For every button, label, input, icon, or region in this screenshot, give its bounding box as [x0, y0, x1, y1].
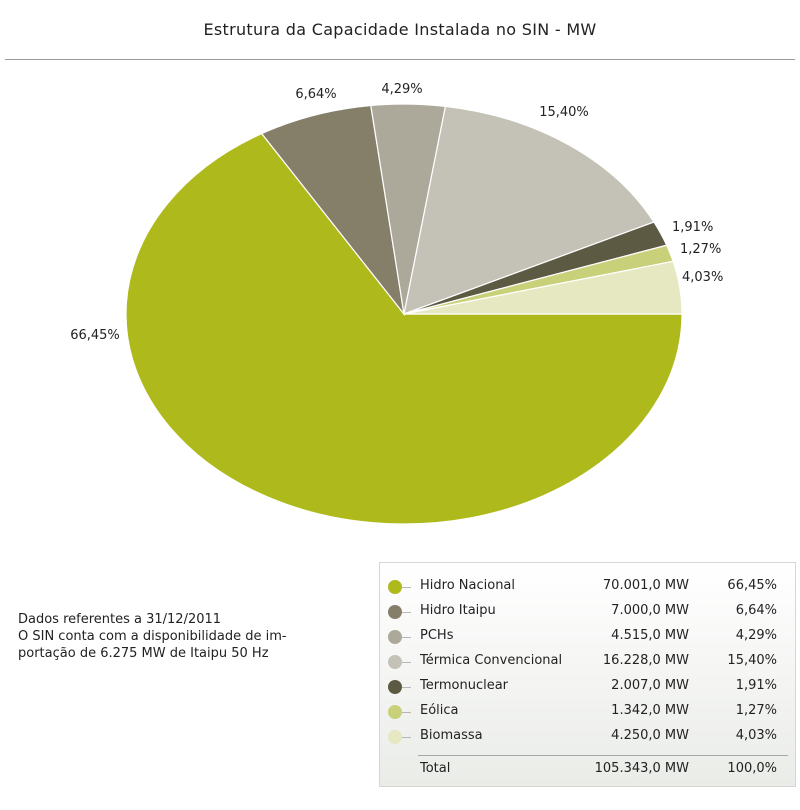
legend-percent: 1,91%: [735, 678, 777, 693]
legend-row: Biomassa 4.250,0 MW 4,03%: [380, 725, 795, 750]
legend-total-percent: 100,0%: [727, 761, 777, 776]
legend-percent: 6,64%: [735, 603, 777, 618]
legend-swatch: [388, 655, 402, 669]
legend-table: Hidro Nacional 70.001,0 MW 66,45% Hidro …: [379, 562, 796, 787]
pie-label-5: 1,91%: [672, 220, 713, 235]
legend-total-value: 105.343,0 MW: [594, 761, 689, 776]
pie-label-7: 4,03%: [682, 270, 723, 285]
footnote: Dados referentes a 31/12/2011 O SIN cont…: [18, 611, 338, 662]
legend-total-label: Total: [420, 761, 451, 776]
legend-total-divider: [418, 755, 788, 756]
legend-value: 4.515,0 MW: [611, 628, 689, 643]
pie-slice-2: [260, 104, 405, 317]
footnote-line-3: portação de 6.275 MW de Itaipu 50 Hz: [18, 646, 269, 661]
legend-connector: [402, 587, 411, 588]
legend-label: Termonuclear: [420, 678, 509, 693]
legend-percent: 15,40%: [727, 653, 777, 668]
pie-chart: 66,45% 6,64% 4,29% 15,40% 1,91% 1,27% 4,03%: [70, 82, 723, 525]
legend-value: 16.228,0 MW: [602, 653, 689, 668]
footnote-line-1: Dados referentes a 31/12/2011: [18, 612, 222, 627]
legend-value: 7.000,0 MW: [611, 603, 689, 618]
legend-swatch: [388, 730, 402, 744]
legend-percent: 66,45%: [727, 578, 777, 593]
legend-row: PCHs 4.515,0 MW 4,29%: [380, 625, 795, 650]
legend-swatch: [388, 630, 402, 644]
pie-slices: [125, 103, 683, 525]
legend-total-row: Total 105.343,0 MW 100,0%: [380, 758, 795, 783]
legend-value: 2.007,0 MW: [611, 678, 689, 693]
legend-value: 70.001,0 MW: [602, 578, 689, 593]
pie-label-2: 6,64%: [295, 87, 336, 102]
legend-connector: [402, 662, 411, 663]
legend-row: Eólica 1.342,0 MW 1,27%: [380, 700, 795, 725]
legend-row: Térmica Convencional 16.228,0 MW 15,40%: [380, 650, 795, 675]
legend-value: 4.250,0 MW: [611, 728, 689, 743]
legend-label: Hidro Nacional: [420, 578, 516, 593]
pie-label-6: 1,27%: [680, 242, 721, 257]
chart-title: Estrutura da Capacidade Instalada no SIN…: [203, 20, 597, 39]
legend-connector: [402, 612, 411, 613]
legend-label: PCHs: [420, 628, 454, 643]
legend-percent: 4,29%: [735, 628, 777, 643]
pie-slice-7: [403, 260, 683, 315]
legend-value: 1.342,0 MW: [611, 703, 689, 718]
pie-labels: 66,45% 6,64% 4,29% 15,40% 1,91% 1,27% 4,03%: [70, 82, 723, 343]
legend-connector: [402, 737, 411, 738]
legend-connector: [402, 637, 411, 638]
legend-connector: [402, 687, 411, 688]
legend-percent: 1,27%: [735, 703, 777, 718]
legend-swatch: [388, 580, 402, 594]
legend-percent: 4,03%: [735, 728, 777, 743]
legend-label: Biomassa: [420, 728, 483, 743]
title-divider: [5, 59, 795, 60]
footnote-line-2: O SIN conta com a disponibilidade de im-: [18, 629, 287, 644]
legend-row: Termonuclear 2.007,0 MW 1,91%: [380, 675, 795, 700]
pie-slice-4: [403, 105, 655, 315]
legend-label: Eólica: [420, 703, 459, 718]
pie-label-3: 4,29%: [381, 82, 422, 97]
legend-label: Hidro Itaipu: [420, 603, 496, 618]
pie-slice-1: [125, 132, 683, 525]
legend-swatch: [388, 680, 402, 694]
pie-label-4: 15,40%: [539, 105, 589, 120]
legend-connector: [402, 712, 411, 713]
legend-row: Hidro Itaipu 7.000,0 MW 6,64%: [380, 600, 795, 625]
legend-row: Hidro Nacional 70.001,0 MW 66,45%: [380, 575, 795, 600]
legend-swatch: [388, 605, 402, 619]
pie-label-1: 66,45%: [70, 328, 120, 343]
legend-swatch: [388, 705, 402, 719]
legend-label: Térmica Convencional: [420, 653, 563, 668]
